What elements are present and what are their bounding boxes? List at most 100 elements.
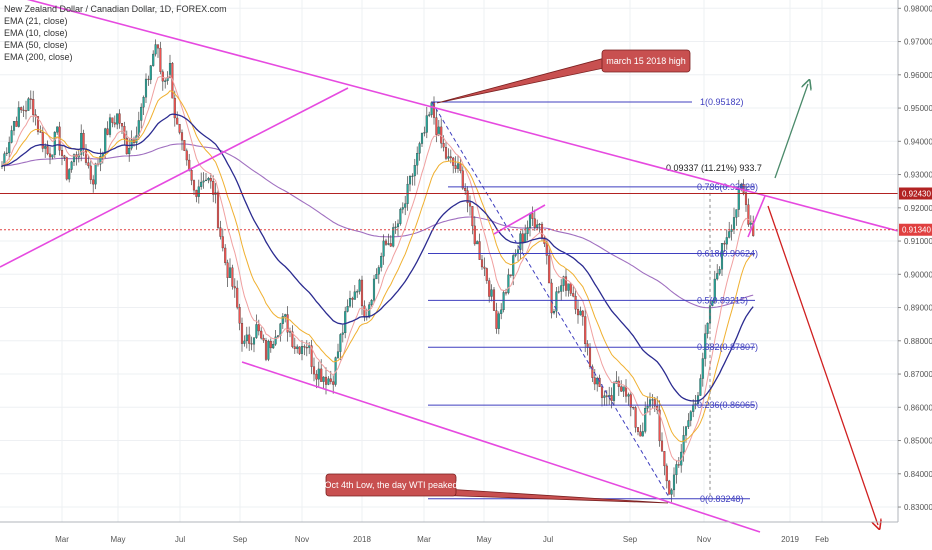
candle-body: [576, 309, 580, 316]
candle-body: [588, 347, 592, 367]
candle-body: [53, 132, 56, 155]
candle-body: [240, 323, 244, 344]
candle-body: [502, 292, 505, 311]
candle-body: [111, 117, 114, 123]
candle-body: [684, 426, 688, 436]
candle-body: [747, 204, 750, 225]
candle-body: [363, 305, 366, 317]
candle-body: [646, 406, 649, 409]
small-wedge-line[interactable]: [493, 204, 546, 235]
candle-body: [668, 480, 671, 495]
candle-body: [351, 297, 354, 300]
bullish-arrow[interactable]: [774, 84, 808, 179]
candle-body: [490, 289, 493, 297]
candle-body: [128, 147, 131, 155]
candle-body: [22, 109, 25, 111]
candle-body: [416, 153, 419, 166]
x-tick-label-5: 2018: [353, 535, 371, 544]
candle-body: [677, 464, 680, 466]
candle-body: [260, 330, 263, 339]
fib-label-0.618: 0.618(0.90624): [697, 249, 758, 259]
x-tick-label-12: Feb: [815, 535, 829, 544]
candle-body: [632, 407, 635, 409]
y-tick-label-9: 0.89000: [904, 304, 932, 313]
candle-body: [428, 114, 431, 116]
march-high-callout-box[interactable]: [601, 49, 691, 73]
short-support-line[interactable]: [747, 195, 766, 238]
oct-low-callout-box[interactable]: [325, 473, 457, 497]
candle-body: [161, 71, 164, 82]
candle-body: [46, 146, 49, 155]
candle-body: [725, 237, 728, 245]
candle-body: [540, 223, 544, 238]
ema-50-line-path: [1, 113, 754, 402]
legend-ema-21[interactable]: EMA (21, close): [4, 16, 68, 26]
candle-body: [464, 188, 467, 191]
candle-body: [442, 143, 445, 148]
candle-body: [399, 209, 402, 224]
legend-ema-50[interactable]: EMA (50, close): [4, 40, 68, 50]
candle-body: [425, 115, 428, 133]
candle-body: [581, 310, 584, 317]
candle-body: [106, 128, 109, 135]
candle-body: [526, 227, 529, 234]
candle-body: [471, 206, 474, 227]
candle-body: [281, 316, 284, 324]
candle-body: [12, 121, 16, 131]
candle-body: [396, 223, 400, 228]
candle-body: [495, 310, 498, 329]
callouts[interactable]: march 15 2018 high Oct 4th Low, the day W…: [324, 49, 691, 504]
candle-body: [572, 293, 575, 297]
candle-body: [336, 351, 340, 358]
support-trendline[interactable]: [0, 87, 349, 268]
legend-ema-200[interactable]: EMA (200, close): [4, 52, 73, 62]
candle-body: [584, 316, 587, 345]
fib-label-0.5: 0.5(0.89215): [697, 295, 748, 305]
candle-body: [212, 180, 215, 195]
candle-body: [305, 347, 308, 349]
candle-body: [696, 395, 700, 404]
y-tick-label-7: 0.91000: [904, 237, 932, 246]
candle-body: [70, 161, 73, 170]
y-tick-label-15: 0.83000: [904, 503, 932, 512]
candle-body: [384, 240, 388, 245]
candle-body: [555, 291, 558, 312]
candle-body: [651, 399, 654, 401]
candle-body: [116, 113, 119, 125]
candle-body: [454, 165, 457, 169]
candle-body: [344, 311, 347, 334]
last-price-tag-bg: [899, 187, 932, 200]
lower-channel-line[interactable]: [241, 361, 761, 533]
candle-body: [65, 157, 68, 180]
x-tick-label-2: Jul: [175, 535, 185, 544]
legend-ema-10[interactable]: EMA (10, close): [4, 28, 68, 38]
candle-body: [670, 489, 673, 495]
candle-body: [358, 279, 361, 292]
candle-body: [8, 142, 11, 154]
candle-body: [500, 309, 503, 314]
candle-body: [675, 464, 678, 476]
candle-body: [509, 274, 512, 276]
candle-body: [598, 377, 601, 387]
candle-body: [238, 307, 241, 324]
candle-body: [32, 99, 35, 115]
candle-body: [68, 169, 71, 180]
bearish-arrow[interactable]: [767, 205, 878, 525]
candle-body: [308, 345, 311, 348]
candle-body: [312, 366, 316, 375]
candle-body: [267, 340, 270, 360]
candle-body: [243, 340, 246, 344]
candle-body: [420, 132, 424, 144]
fib-diagonal-dashed: [431, 101, 671, 500]
upper-channel-line[interactable]: [0, 0, 899, 232]
candle-body: [94, 163, 97, 185]
fib-retracement[interactable]: 1(0.95182) 0.786(0.92628) 0.618(0.90624) 0.…: [428, 97, 762, 504]
candle-body: [550, 282, 553, 314]
candle-body: [593, 377, 596, 385]
candle-body: [99, 156, 102, 165]
trendlines[interactable]: [0, 0, 899, 533]
candle-body: [245, 334, 248, 342]
x-tick-label-11: 2019: [781, 535, 799, 544]
candle-body: [149, 65, 152, 80]
